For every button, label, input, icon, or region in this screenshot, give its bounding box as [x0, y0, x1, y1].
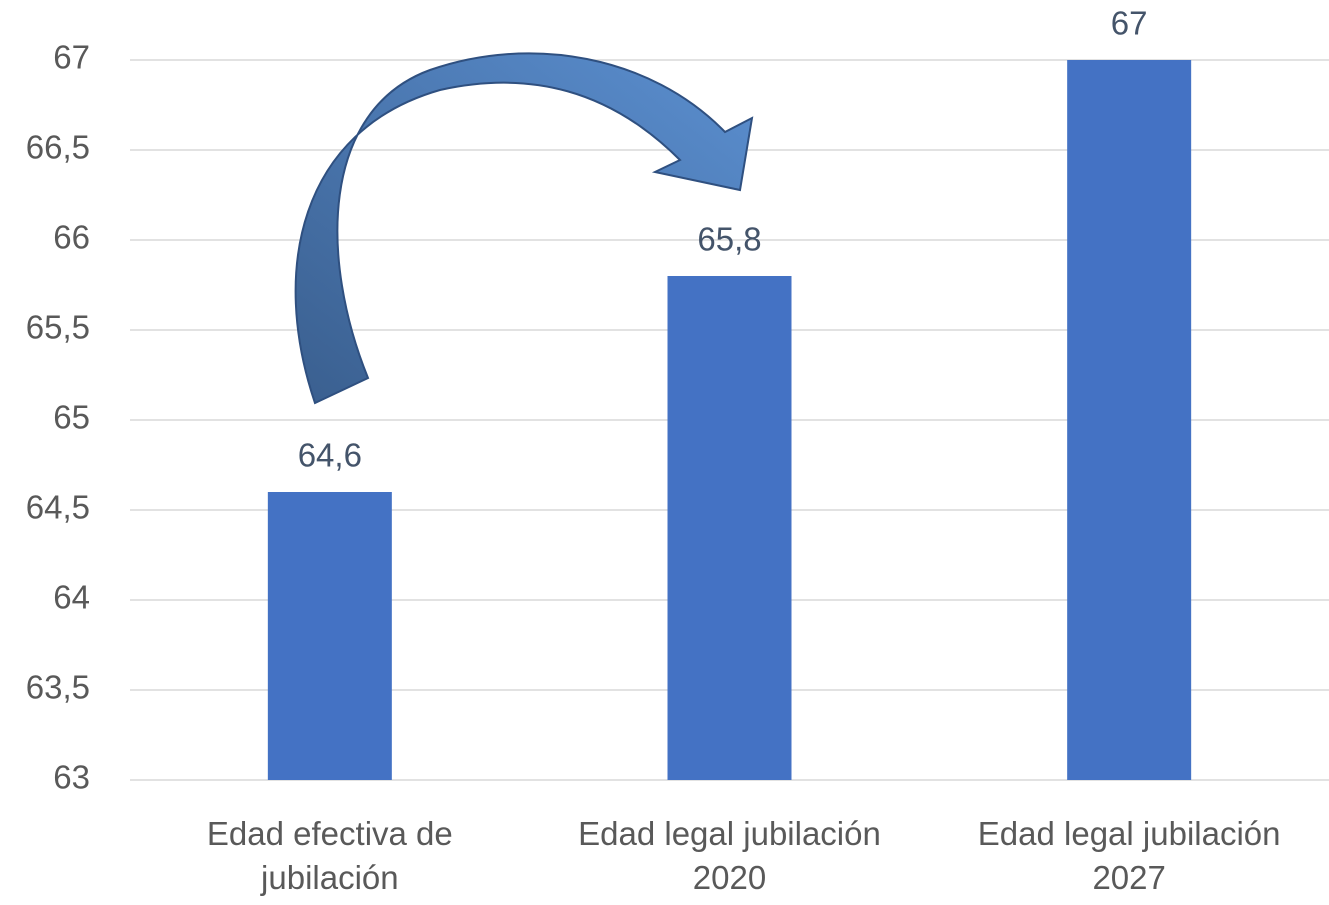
y-tick-label: 64	[53, 579, 90, 616]
y-tick-label: 65,5	[26, 309, 90, 346]
curved-arrow	[294, 52, 754, 405]
data-label: 65,8	[697, 221, 761, 258]
data-label: 64,6	[298, 437, 362, 474]
bar	[667, 276, 792, 780]
x-tick-label: Edad legal jubilación 2020	[578, 815, 881, 896]
y-tick-label: 64,5	[26, 489, 90, 526]
y-tick-label: 63,5	[26, 669, 90, 706]
y-tick-label: 65	[53, 399, 90, 436]
y-tick-label: 67	[53, 39, 90, 76]
bar	[267, 492, 392, 780]
y-tick-label: 66,5	[26, 129, 90, 166]
y-tick-label: 66	[53, 219, 90, 256]
bar	[1067, 60, 1192, 780]
data-label: 67	[1111, 5, 1148, 42]
x-tick-label: Edad legal jubilación 2027	[977, 815, 1281, 896]
y-tick-label: 63	[53, 759, 90, 796]
x-tick-label: Edad efectiva de jubilación	[206, 815, 453, 896]
